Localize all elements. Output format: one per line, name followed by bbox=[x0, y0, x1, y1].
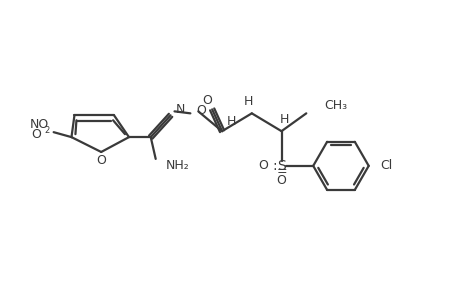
Text: O: O bbox=[202, 94, 212, 107]
Text: O: O bbox=[196, 104, 206, 117]
Text: CH₃: CH₃ bbox=[324, 99, 347, 112]
Text: =: = bbox=[275, 165, 286, 178]
Text: O: O bbox=[31, 128, 41, 141]
Text: 2: 2 bbox=[44, 126, 49, 135]
Text: N: N bbox=[175, 103, 185, 116]
Text: Cl: Cl bbox=[380, 159, 392, 172]
Text: O: O bbox=[276, 174, 286, 187]
Text: O: O bbox=[96, 154, 106, 167]
Text: O: O bbox=[258, 159, 268, 172]
Text: H: H bbox=[226, 115, 235, 128]
Text: H: H bbox=[279, 113, 289, 126]
Text: H: H bbox=[244, 95, 253, 108]
Text: NH₂: NH₂ bbox=[165, 159, 189, 172]
Text: NO: NO bbox=[30, 118, 49, 131]
Text: S: S bbox=[276, 159, 285, 173]
Text: :: : bbox=[272, 159, 276, 173]
